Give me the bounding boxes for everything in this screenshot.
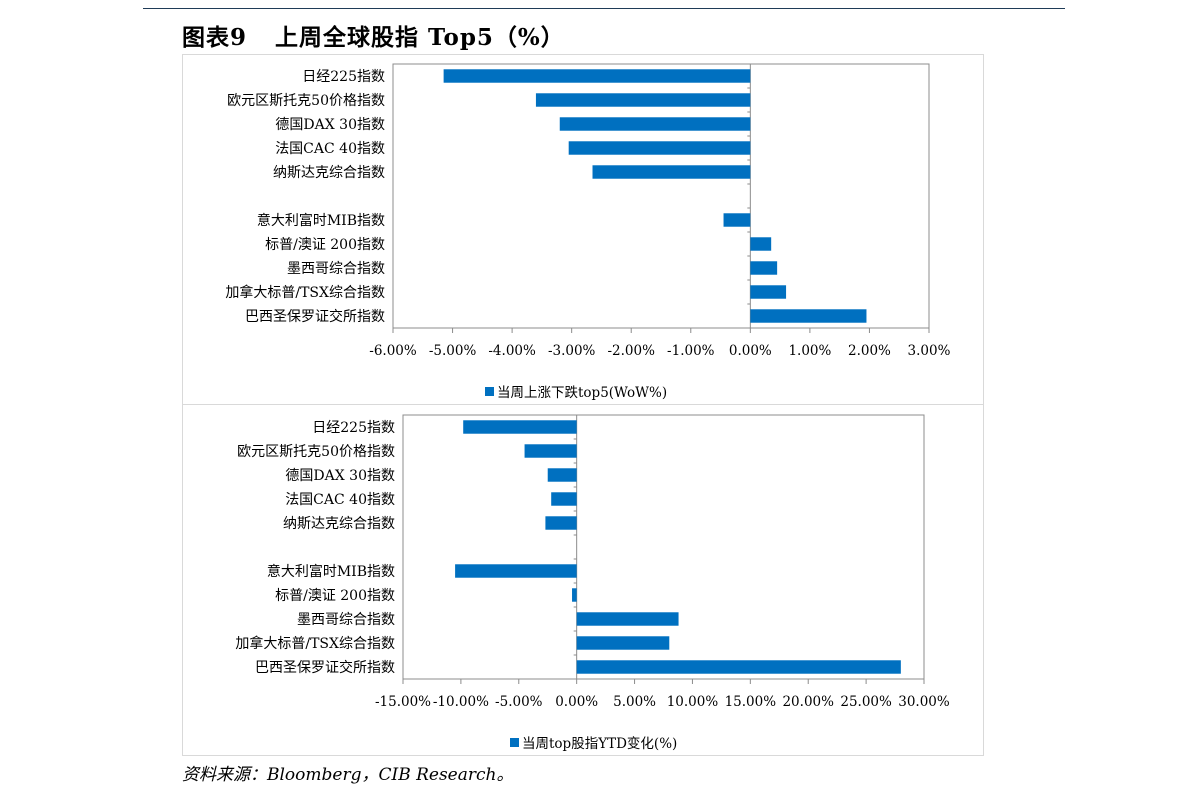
x-tick-label: -3.00% — [548, 343, 596, 359]
category-label: 德国DAX 30指数 — [285, 468, 395, 484]
category-label: 墨西哥综合指数 — [287, 261, 385, 277]
category-label: 纳斯达克综合指数 — [273, 165, 385, 181]
x-tick-label: -10.00% — [433, 694, 489, 710]
x-tick-label: -6.00% — [369, 343, 417, 359]
legend-label: 当周上涨下跌top5(WoW%) — [497, 385, 667, 401]
bar — [455, 564, 577, 578]
x-tick-label: 3.00% — [908, 343, 951, 359]
category-label: 墨西哥综合指数 — [297, 612, 395, 628]
bar — [559, 117, 751, 131]
x-tick-label: 20.00% — [782, 694, 834, 710]
legend: 当周top股指YTD变化(%) — [510, 736, 677, 752]
x-tick-label: 10.00% — [667, 694, 719, 710]
chart-panel-ytd: 日经225指数欧元区斯托克50价格指数德国DAX 30指数 法国CAC 40指数纳… — [182, 404, 984, 756]
chart-panel-wow: 日经225指数欧元区斯托克50价格指数德国DAX 30指数 法国CAC 40指数纳… — [182, 54, 984, 406]
category-label: 法国CAC 40指数 — [285, 492, 395, 508]
category-label: 加拿大标普/TSX综合指数 — [225, 284, 385, 301]
top-rule — [143, 8, 1065, 9]
x-tick-label: -15.00% — [375, 694, 431, 710]
plot-area — [402, 414, 925, 680]
x-tick-label: 1.00% — [788, 343, 831, 359]
figure-title: 图表9 上周全球股指 Top5（%） — [182, 18, 565, 52]
x-tick-label: 15.00% — [725, 694, 777, 710]
plot-area — [392, 63, 930, 329]
x-tick-label: 2.00% — [848, 343, 891, 359]
category-label: 欧元区斯托克50价格指数 — [227, 93, 385, 109]
x-tick-label: -2.00% — [607, 343, 655, 359]
legend-label: 当周top股指YTD变化(%) — [522, 736, 677, 752]
category-label: 法国CAC 40指数 — [275, 141, 385, 157]
bar — [463, 420, 577, 434]
bar — [524, 444, 577, 458]
figure-title-main: 上周全球股指 Top5（%） — [275, 24, 565, 51]
bar — [750, 285, 787, 299]
category-label: 纳斯达克综合指数 — [283, 516, 395, 532]
legend-swatch — [485, 387, 494, 396]
legend: 当周上涨下跌top5(WoW%) — [485, 385, 667, 401]
category-label: 意大利富时MIB指数 — [257, 212, 385, 229]
bar — [576, 636, 670, 650]
category-label: 标普/澳证 200指数 — [265, 237, 385, 253]
x-tick-label: -1.00% — [667, 343, 715, 359]
category-label: 日经225指数 — [312, 420, 395, 436]
x-tick-label: 30.00% — [898, 694, 950, 710]
x-tick-label: 5.00% — [613, 694, 656, 710]
bar — [547, 468, 577, 482]
category-label: 巴西圣保罗证交所指数 — [255, 659, 395, 676]
category-label: 标普/澳证 200指数 — [275, 588, 395, 604]
x-tick-label: -4.00% — [488, 343, 536, 359]
bar — [750, 309, 867, 323]
x-tick-label: 0.00% — [729, 343, 772, 359]
category-label: 意大利富时MIB指数 — [267, 563, 395, 580]
legend-swatch — [510, 738, 519, 747]
bar — [572, 588, 577, 602]
source-note: 资料来源：Bloomberg，CIB Research。 — [182, 765, 514, 785]
bar — [750, 237, 772, 251]
x-tick-label: -5.00% — [495, 694, 543, 710]
bar — [750, 261, 778, 275]
bar — [443, 69, 751, 83]
category-label: 日经225指数 — [302, 69, 385, 85]
bar — [576, 660, 901, 674]
bar — [723, 213, 751, 227]
x-tick-label: -5.00% — [429, 343, 477, 359]
category-label: 德国DAX 30指数 — [275, 117, 385, 133]
category-label: 加拿大标普/TSX综合指数 — [235, 635, 395, 652]
bar — [568, 141, 751, 155]
bar — [535, 93, 751, 107]
x-tick-label: 0.00% — [555, 694, 598, 710]
bar — [576, 612, 679, 626]
category-label: 欧元区斯托克50价格指数 — [237, 444, 395, 460]
x-tick-label: 25.00% — [840, 694, 892, 710]
bar — [545, 516, 577, 530]
bar — [592, 165, 751, 179]
bar — [551, 492, 577, 506]
category-label: 巴西圣保罗证交所指数 — [245, 308, 385, 325]
figure-title-prefix: 图表9 — [182, 24, 248, 51]
